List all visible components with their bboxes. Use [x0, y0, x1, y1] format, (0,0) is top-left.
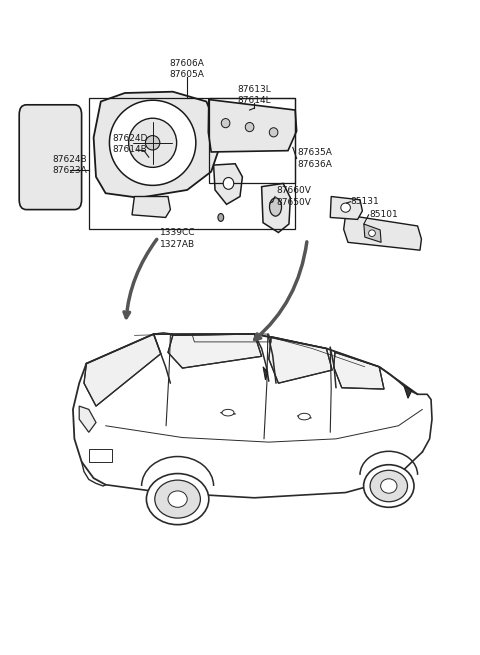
Polygon shape [334, 352, 384, 389]
Ellipse shape [145, 136, 160, 150]
Ellipse shape [155, 480, 201, 518]
Ellipse shape [223, 178, 234, 189]
Ellipse shape [222, 409, 234, 416]
Ellipse shape [341, 203, 350, 212]
Ellipse shape [298, 413, 310, 420]
Ellipse shape [364, 465, 414, 507]
Bar [89, 449, 112, 462]
Text: 87635A
87636A: 87635A 87636A [298, 148, 333, 169]
FancyBboxPatch shape [19, 105, 82, 210]
Ellipse shape [381, 479, 397, 493]
Ellipse shape [270, 198, 281, 216]
Polygon shape [208, 100, 297, 152]
Text: 1339CC
1327AB: 1339CC 1327AB [160, 228, 195, 249]
Polygon shape [132, 196, 170, 217]
Bar [209, 98, 295, 183]
Text: 87624D
87614B: 87624D 87614B [112, 134, 147, 155]
Ellipse shape [369, 230, 375, 236]
Polygon shape [263, 367, 268, 380]
Ellipse shape [146, 474, 209, 525]
Text: 87613L
87614L: 87613L 87614L [238, 84, 271, 105]
Ellipse shape [269, 128, 278, 137]
Polygon shape [79, 406, 96, 432]
Text: 87624B
87623A: 87624B 87623A [53, 155, 87, 176]
Ellipse shape [109, 100, 196, 185]
Polygon shape [94, 92, 218, 198]
Polygon shape [168, 334, 262, 368]
Text: 85101: 85101 [370, 210, 398, 219]
Text: 87660V
87650V: 87660V 87650V [276, 186, 311, 207]
Ellipse shape [218, 214, 224, 221]
Polygon shape [344, 215, 421, 250]
Ellipse shape [221, 119, 230, 128]
Ellipse shape [370, 470, 408, 502]
Bar [89, 98, 295, 229]
Polygon shape [262, 183, 290, 233]
Polygon shape [364, 224, 381, 242]
Polygon shape [214, 164, 242, 204]
Polygon shape [404, 386, 412, 398]
Text: 87606A
87605A: 87606A 87605A [170, 58, 204, 79]
Ellipse shape [168, 491, 187, 507]
Ellipse shape [129, 118, 177, 167]
Polygon shape [84, 334, 161, 406]
Text: 85131: 85131 [350, 197, 379, 206]
Polygon shape [330, 196, 362, 219]
Ellipse shape [245, 122, 254, 132]
Polygon shape [269, 337, 332, 383]
